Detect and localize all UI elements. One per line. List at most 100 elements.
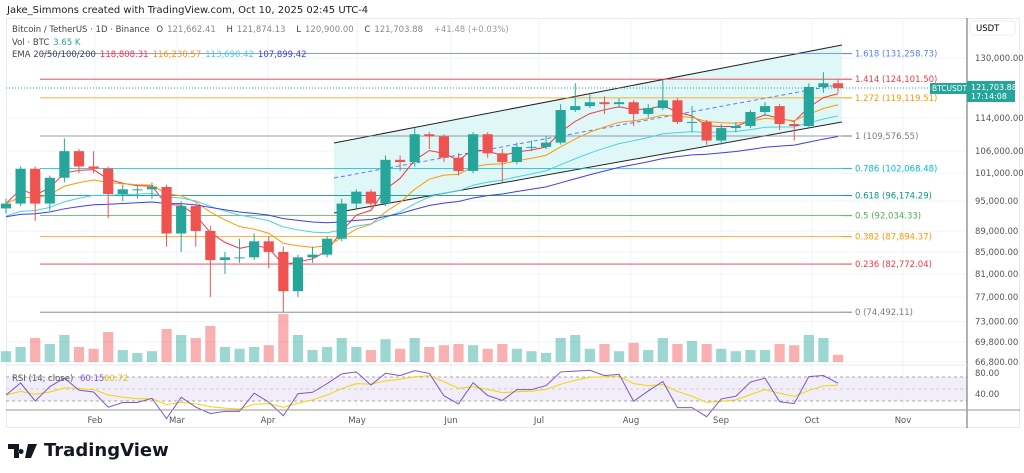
tradingview-logo[interactable]: TradingView	[8, 440, 169, 461]
symbol-title[interactable]: Bitcoin / TetherUS · 1D · Binance	[12, 25, 150, 35]
candle-body	[759, 106, 771, 112]
time-tick: Mar	[169, 416, 186, 426]
candle	[540, 136, 552, 150]
volume-bar	[540, 353, 552, 362]
candle-body	[803, 86, 814, 127]
time-tick: Aug	[623, 416, 640, 426]
price-tick: 73,000.00	[975, 317, 1018, 327]
price-tick: 101,000.00	[975, 169, 1024, 179]
price-axis[interactable]: 130,000.00 114,000.00 106,000.00 101,000.00…	[975, 54, 1024, 368]
volume-bar	[103, 332, 114, 362]
ascending-channel-fill	[334, 45, 842, 213]
candle-body	[73, 151, 85, 167]
low-value: 120,900.00	[305, 25, 354, 35]
time-tick: Feb	[87, 416, 102, 426]
candle	[176, 201, 187, 252]
candle	[15, 166, 26, 207]
close-value: 121,703.88	[374, 25, 423, 35]
time-tick: Oct	[805, 416, 820, 426]
candle-body	[789, 123, 800, 127]
candle-body	[278, 251, 289, 292]
close-label: C	[364, 25, 371, 35]
candle	[453, 153, 464, 176]
fib-label-1.618: 1.618 (131,258.73)	[855, 50, 937, 60]
candle	[774, 104, 785, 131]
price-tick: 95,000.00	[975, 197, 1018, 207]
candle-body	[745, 111, 756, 127]
tradingview-logo-icon	[8, 443, 37, 458]
candle-body	[526, 146, 537, 148]
volume-bar	[643, 350, 654, 362]
candle-body	[88, 166, 99, 169]
candle	[103, 166, 114, 219]
time-tick: Nov	[895, 416, 912, 426]
volume-bar	[322, 347, 333, 362]
open-value: 121,662.41	[167, 25, 216, 35]
fib-label-1.414: 1.414 (124,101.50)	[855, 75, 937, 85]
volume-label[interactable]: Vol · BTC	[12, 37, 50, 48]
volume-value: 3.65 K	[53, 37, 81, 48]
candle	[161, 184, 172, 247]
fib-label-0.786: 0.786 (102,068.48)	[855, 164, 937, 174]
volume-bar	[789, 345, 800, 362]
candle-body	[599, 102, 610, 105]
rsi-label[interactable]: RSI (14, close)	[12, 374, 73, 384]
volume-bar	[570, 335, 581, 362]
currency-label[interactable]: USDT	[976, 24, 1000, 34]
candle-body	[643, 108, 654, 114]
candle	[803, 83, 814, 129]
candle-body	[613, 102, 625, 105]
candle-body	[365, 191, 377, 204]
candle	[745, 110, 756, 129]
candle	[205, 225, 216, 298]
volume-bar	[613, 351, 625, 362]
candle-body	[672, 100, 683, 122]
volume-bar	[526, 351, 537, 362]
candle-body	[438, 136, 450, 158]
candle-body	[0, 203, 12, 209]
candle-body	[176, 206, 187, 234]
bar-countdown: 17:14:08	[971, 92, 1007, 101]
volume-bar	[394, 348, 406, 362]
candle	[219, 251, 231, 274]
candle	[511, 142, 522, 165]
candle	[555, 104, 566, 145]
candle	[146, 182, 158, 199]
fib-label-0.236: 0.236 (82,772.04)	[855, 260, 932, 270]
ema-label[interactable]: EMA 20/50/100/200	[12, 50, 96, 60]
candle	[832, 79, 844, 93]
candle-body	[716, 128, 727, 141]
currency-button[interactable]	[969, 20, 1016, 36]
rsi-tick-80: 80.00	[975, 369, 999, 379]
candle	[438, 134, 450, 163]
channel-mid-line[interactable]	[333, 83, 843, 179]
volume-bar	[759, 350, 771, 362]
price-tick: 106,000.00	[975, 147, 1024, 157]
candle-body	[234, 257, 245, 259]
time-axis[interactable]: Feb Mar Apr May Jun Jul Aug Sep Oct Nov	[87, 416, 911, 426]
candle	[657, 79, 668, 111]
fib-label-0.618: 0.618 (96,174.29)	[855, 192, 932, 202]
candle	[59, 138, 70, 183]
volume-bar	[467, 345, 479, 362]
price-tick: 85,000.00	[975, 248, 1018, 258]
volume-bar	[263, 345, 274, 362]
candle	[818, 72, 829, 93]
candle	[584, 94, 595, 109]
volume-bar	[555, 338, 566, 362]
volume-bar	[774, 344, 785, 362]
channel-upper-line[interactable]	[333, 44, 843, 144]
candle-body	[570, 106, 581, 111]
volume-bar	[351, 347, 362, 362]
candle-body	[511, 146, 522, 163]
volume-bar	[219, 347, 231, 362]
price-tick: 89,000.00	[975, 227, 1018, 237]
candle	[643, 104, 654, 118]
fibonacci-retracement[interactable]: 1.618 (131,258.73) 1.414 (124,101.50) 1.27…	[40, 50, 937, 319]
channel-lower-line[interactable]	[333, 121, 843, 214]
ema100-value: 113,690.42	[205, 50, 254, 60]
volume-bar	[453, 344, 464, 362]
candle-body	[380, 159, 391, 204]
candle-body	[818, 83, 829, 87]
